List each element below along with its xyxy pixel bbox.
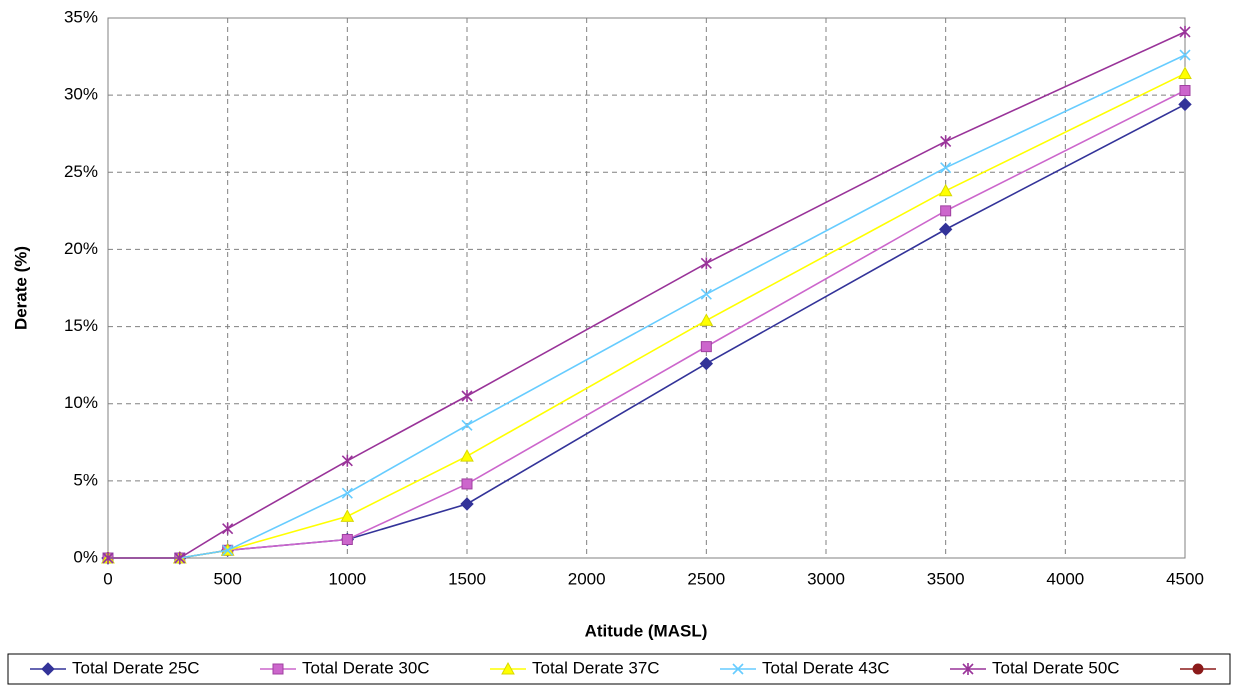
series-line [108,31,1186,559]
marker [700,341,712,353]
legend-label: Total Derate 37C [532,658,660,677]
marker [1179,85,1191,97]
x-tick-label: 4000 [1046,569,1084,588]
x-tick-label: 3500 [927,569,965,588]
marker [699,313,714,326]
plot-area [107,17,1186,559]
marker [1178,97,1192,112]
legend-marker [732,663,744,675]
marker [1178,66,1192,80]
legend-marker [1192,663,1204,675]
marker [461,390,473,402]
y-tick-label: 30% [64,85,98,104]
marker [340,509,355,522]
marker [341,533,353,545]
x-tick-label: 500 [213,569,241,588]
legend-label: Total Derate 25C [72,658,200,677]
y-tick-label: 5% [73,470,98,489]
x-tick-label: 4500 [1166,569,1204,588]
marker [700,288,712,300]
legend-label: Total Derate 30C [302,658,430,677]
legend-marker [272,663,284,675]
marker [461,419,473,431]
y-axis-title: Derate (%) [11,246,30,330]
marker [1179,25,1191,38]
legend-marker [501,661,515,675]
y-tick-label: 15% [64,316,98,335]
marker [940,205,952,217]
x-tick-label: 2500 [687,569,725,588]
x-tick-label: 1500 [448,569,486,588]
x-tick-label: 1000 [328,569,366,588]
marker [102,552,114,564]
marker [461,478,473,490]
legend-marker [962,663,974,675]
x-tick-label: 2000 [568,569,606,588]
x-tick-label: 3000 [807,569,845,588]
x-axis-title: Atitude (MASL) [585,621,708,640]
y-tick-label: 25% [64,162,98,181]
legend-marker [41,662,55,676]
x-tick-label: 0 [103,569,112,588]
legend [7,653,1231,685]
marker [1179,49,1191,61]
marker [938,222,953,237]
y-tick-label: 10% [64,393,98,412]
y-tick-label: 35% [64,7,98,26]
legend-label: Total Derate 43C [762,658,890,677]
marker [222,522,234,535]
marker [341,454,353,467]
marker [460,449,474,462]
y-tick-label: 0% [73,547,98,566]
series-line [108,54,1186,559]
marker [938,183,953,197]
marker [222,544,234,556]
legend-label: Total Derate 50C [992,658,1120,677]
marker [460,497,474,511]
marker [699,356,714,371]
marker [940,135,952,148]
plot-border [107,17,1186,559]
y-tick-label: 20% [64,239,98,258]
marker [174,552,186,564]
marker [940,162,952,174]
marker [341,487,353,499]
marker [700,257,712,270]
